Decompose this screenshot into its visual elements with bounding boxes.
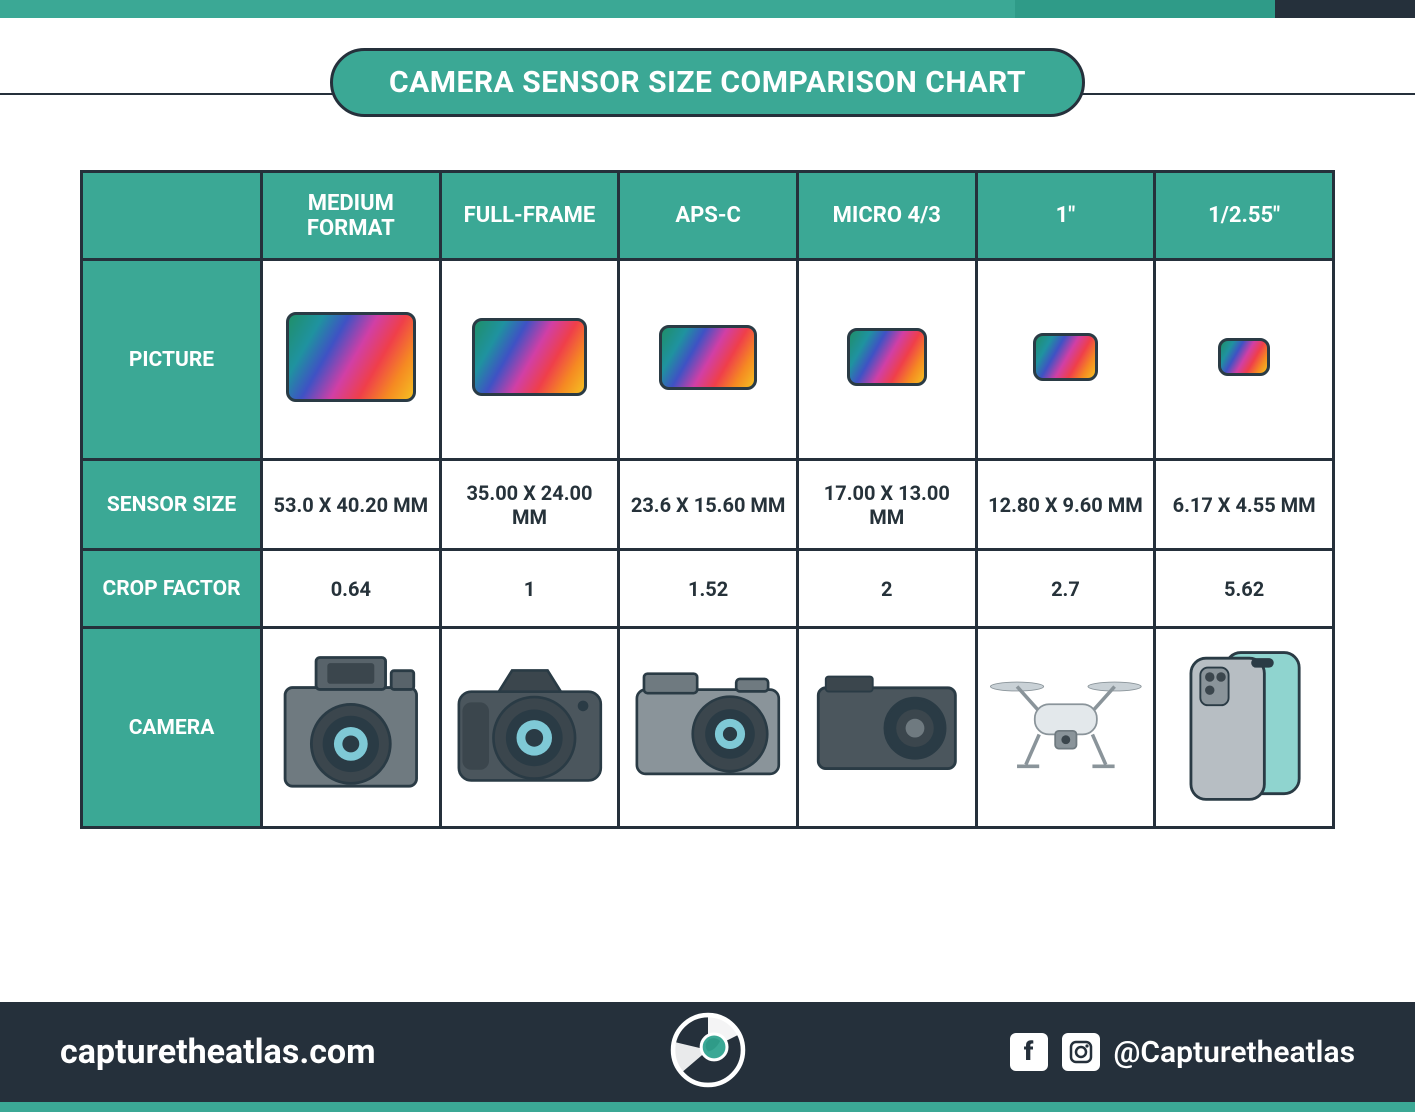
drone-icon <box>986 667 1146 782</box>
corner-cell <box>82 172 262 260</box>
crop-cell-0: 0.64 <box>262 550 441 628</box>
title-wrap: CAMERA SENSOR SIZE COMPARISON CHART <box>0 48 1415 117</box>
mirrorless-camera-icon <box>628 663 788 787</box>
footer-logo-icon <box>670 1012 746 1092</box>
row-label-picture: PICTURE <box>82 260 262 460</box>
row-label-crop-factor: CROP FACTOR <box>82 550 262 628</box>
picture-row: PICTURE <box>82 260 1334 460</box>
sensor-swatch-icon <box>472 318 587 396</box>
top-stripe <box>0 0 1415 18</box>
compact-camera-icon <box>807 669 967 782</box>
picture-cell-1 <box>440 260 619 460</box>
bottom-stripe <box>0 1102 1415 1112</box>
camera-cell-4 <box>976 628 1155 828</box>
instagram-icon <box>1062 1033 1100 1071</box>
sensor-size-row: SENSOR SIZE 53.0 X 40.20 MM 35.00 X 24.0… <box>82 460 1334 550</box>
sensor-swatch-icon <box>1218 338 1270 376</box>
sensor-swatch-icon <box>659 325 757 390</box>
comparison-table: MEDIUM FORMAT FULL-FRAME APS-C MICRO 4/3… <box>80 170 1335 829</box>
col-header-4: 1" <box>976 172 1155 260</box>
dslr-camera-icon <box>450 658 610 791</box>
row-label-sensor-size: SENSOR SIZE <box>82 460 262 550</box>
top-stripe-teal <box>0 0 1015 18</box>
footer-handle: @Capturetheatlas <box>1114 1035 1355 1070</box>
sensor-swatch-icon <box>286 312 416 402</box>
col-header-3: MICRO 4/3 <box>797 172 976 260</box>
camera-cell-5 <box>1155 628 1334 828</box>
camera-cell-3 <box>797 628 976 828</box>
crop-cell-5: 5.62 <box>1155 550 1334 628</box>
smartphone-icon <box>1174 645 1315 805</box>
row-label-camera: CAMERA <box>82 628 262 828</box>
comparison-table-wrap: MEDIUM FORMAT FULL-FRAME APS-C MICRO 4/3… <box>80 170 1335 829</box>
sensor-swatch-icon <box>847 328 927 386</box>
crop-cell-1: 1 <box>440 550 619 628</box>
facebook-icon: f <box>1010 1033 1048 1071</box>
col-header-2: APS-C <box>619 172 798 260</box>
col-header-1: FULL-FRAME <box>440 172 619 260</box>
medium-format-camera-icon <box>271 650 431 800</box>
infographic-page: CAMERA SENSOR SIZE COMPARISON CHART MEDI… <box>0 0 1415 1112</box>
camera-cell-0 <box>262 628 441 828</box>
top-stripe-navy <box>1275 0 1415 18</box>
footer-site-url: capturetheatlas.com <box>60 1032 376 1072</box>
footer-bar: capturetheatlas.com f @Capturetheatlas <box>0 1002 1415 1102</box>
size-cell-5: 6.17 X 4.55 MM <box>1155 460 1334 550</box>
header-row: MEDIUM FORMAT FULL-FRAME APS-C MICRO 4/3… <box>82 172 1334 260</box>
size-cell-0: 53.0 X 40.20 MM <box>262 460 441 550</box>
footer-social: f @Capturetheatlas <box>1010 1033 1355 1071</box>
picture-cell-3 <box>797 260 976 460</box>
camera-cell-1 <box>440 628 619 828</box>
picture-cell-5 <box>1155 260 1334 460</box>
size-cell-3: 17.00 X 13.00 MM <box>797 460 976 550</box>
picture-cell-0 <box>262 260 441 460</box>
crop-cell-4: 2.7 <box>976 550 1155 628</box>
top-stripe-teal-dark <box>1015 0 1275 18</box>
size-cell-2: 23.6 X 15.60 MM <box>619 460 798 550</box>
crop-cell-3: 2 <box>797 550 976 628</box>
sensor-swatch-icon <box>1033 333 1098 381</box>
chart-title: CAMERA SENSOR SIZE COMPARISON CHART <box>330 48 1085 117</box>
camera-cell-2 <box>619 628 798 828</box>
size-cell-1: 35.00 X 24.00 MM <box>440 460 619 550</box>
crop-cell-2: 1.52 <box>619 550 798 628</box>
picture-cell-2 <box>619 260 798 460</box>
picture-cell-4 <box>976 260 1155 460</box>
col-header-0: MEDIUM FORMAT <box>262 172 441 260</box>
size-cell-4: 12.80 X 9.60 MM <box>976 460 1155 550</box>
camera-row: CAMERA <box>82 628 1334 828</box>
crop-factor-row: CROP FACTOR 0.64 1 1.52 2 2.7 5.62 <box>82 550 1334 628</box>
col-header-5: 1/2.55" <box>1155 172 1334 260</box>
